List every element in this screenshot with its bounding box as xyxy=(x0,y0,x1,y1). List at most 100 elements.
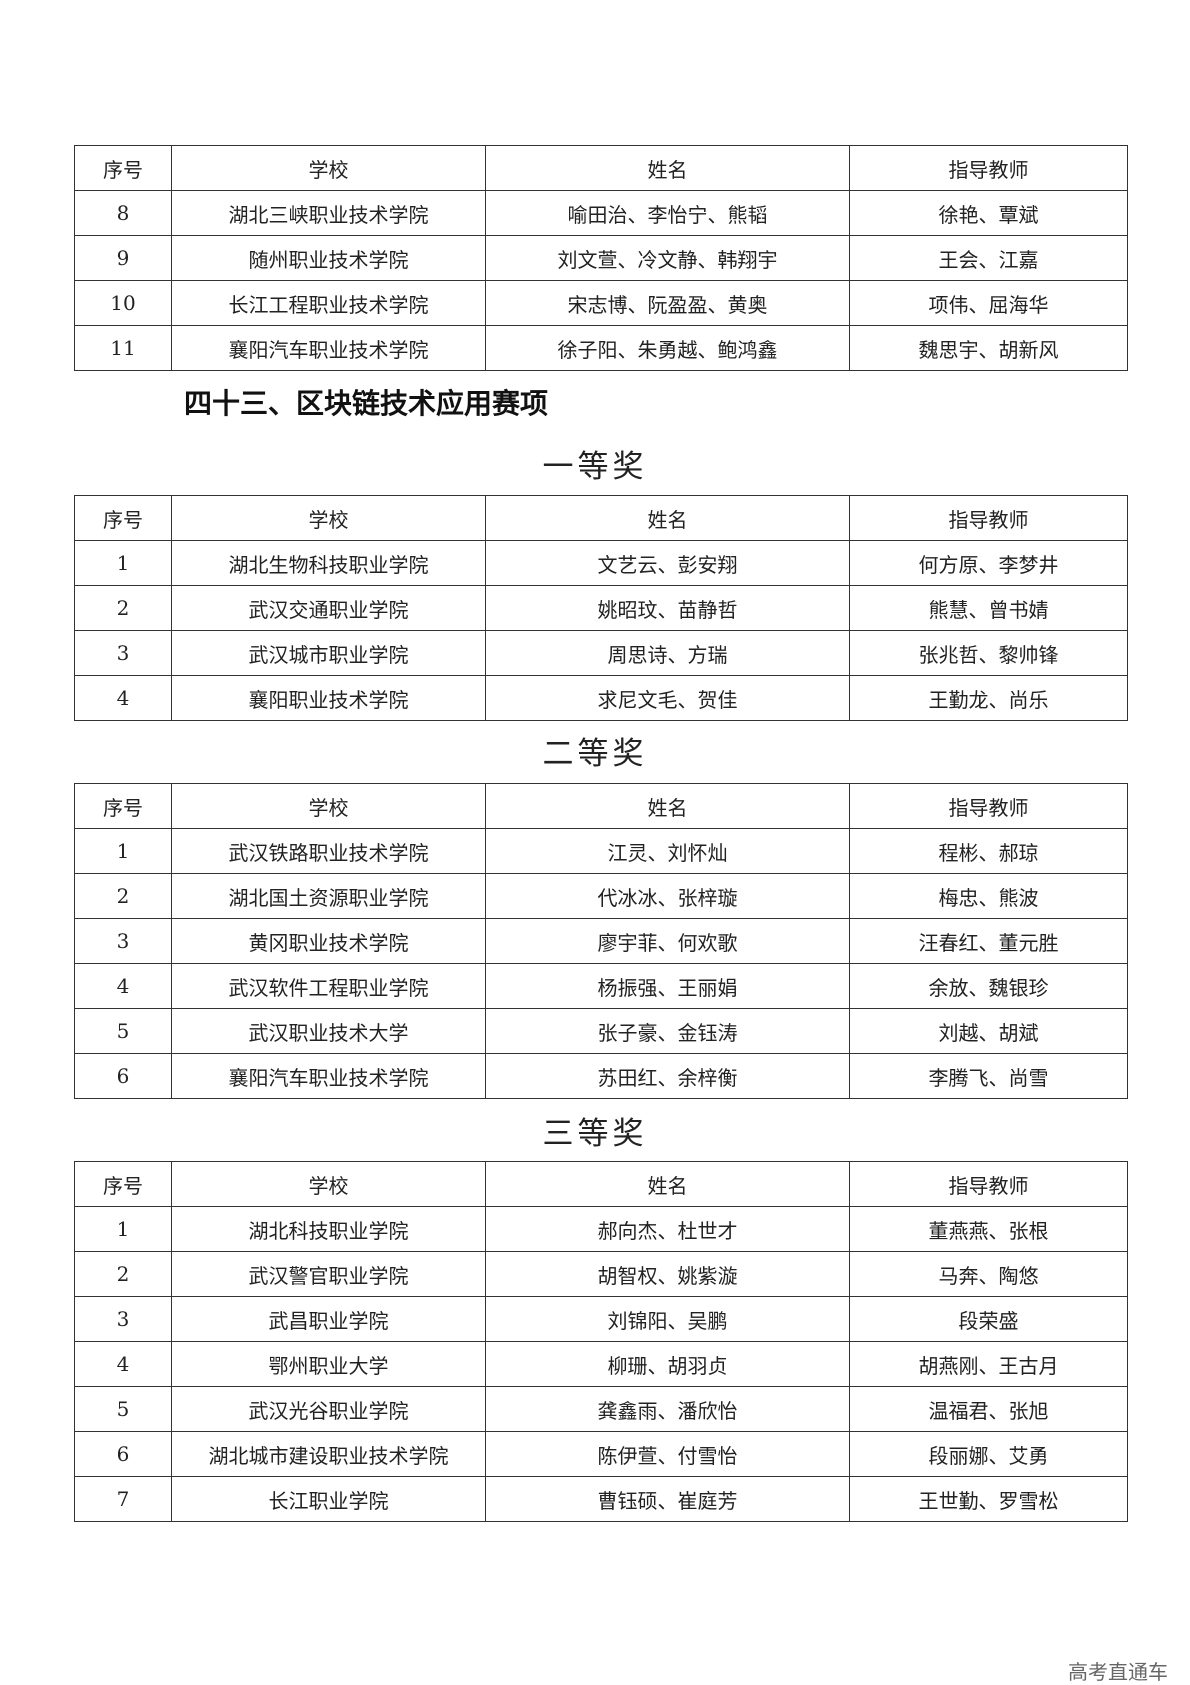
cell-advisors: 李腾飞、尚雪 xyxy=(849,1053,1128,1099)
cell-advisors: 项伟、屈海华 xyxy=(849,280,1128,326)
cell-index: 7 xyxy=(74,1476,172,1522)
cell-names: 郝向杰、杜世才 xyxy=(485,1206,850,1252)
watermark: 高考直通车 xyxy=(1068,1660,1168,1684)
header-cell-index: 序号 xyxy=(74,495,172,541)
cell-advisors: 段丽娜、艾勇 xyxy=(849,1431,1128,1477)
award-heading-second: 二等奖 xyxy=(542,736,648,772)
cell-names: 柳珊、胡羽贞 xyxy=(485,1341,850,1387)
cell-advisors: 刘越、胡斌 xyxy=(849,1008,1128,1054)
header-cell-names: 姓名 xyxy=(485,145,850,191)
header-cell-names: 姓名 xyxy=(485,1161,850,1207)
header-cell-index: 序号 xyxy=(74,145,172,191)
table-row: 5 武汉光谷职业学院 龚鑫雨、潘欣怡 温福君、张旭 xyxy=(74,1386,1128,1432)
table-row: 2 武汉警官职业学院 胡智权、姚紫漩 马奔、陶悠 xyxy=(74,1251,1128,1297)
table-continued: 序号 学校 姓名 指导教师 8 湖北三峡职业技术学院 喻田治、李怡宁、熊韬 徐艳、覃斌 9 随州职… xyxy=(74,145,1128,371)
table-third-prize: 序号 学校 姓名 指导教师 1 湖北科技职业学院 郝向杰、杜世才 董燕燕、张根 2 武汉警官职业学… xyxy=(74,1161,1128,1522)
header-cell-index: 序号 xyxy=(74,783,172,829)
cell-index: 5 xyxy=(74,1386,172,1432)
cell-school: 武汉职业技术大学 xyxy=(171,1008,486,1054)
cell-index: 6 xyxy=(74,1431,172,1477)
cell-names: 刘文萱、冷文静、韩翔宇 xyxy=(485,235,850,281)
table-row: 6 襄阳汽车职业技术学院 苏田红、余梓衡 李腾飞、尚雪 xyxy=(74,1053,1128,1099)
table-row: 3 武昌职业学院 刘锦阳、吴鹏 段荣盛 xyxy=(74,1296,1128,1342)
table-row: 1 湖北生物科技职业学院 文艺云、彭安翔 何方原、李梦井 xyxy=(74,540,1128,586)
award-heading-third: 三等奖 xyxy=(542,1116,648,1152)
cell-index: 5 xyxy=(74,1008,172,1054)
cell-names: 江灵、刘怀灿 xyxy=(485,828,850,874)
cell-advisors: 王世勤、罗雪松 xyxy=(849,1476,1128,1522)
header-cell-names: 姓名 xyxy=(485,783,850,829)
cell-school: 武汉城市职业学院 xyxy=(171,630,486,676)
cell-advisors: 王会、江嘉 xyxy=(849,235,1128,281)
table-first-prize: 序号 学校 姓名 指导教师 1 湖北生物科技职业学院 文艺云、彭安翔 何方原、李梦井 2 武汉交通… xyxy=(74,495,1128,721)
cell-school: 湖北国土资源职业学院 xyxy=(171,873,486,919)
table-row: 8 湖北三峡职业技术学院 喻田治、李怡宁、熊韬 徐艳、覃斌 xyxy=(74,190,1128,236)
header-row: 序号 学校 姓名 指导教师 xyxy=(74,1161,1128,1207)
cell-school: 湖北科技职业学院 xyxy=(171,1206,486,1252)
cell-advisors: 余放、魏银珍 xyxy=(849,963,1128,1009)
cell-school: 随州职业技术学院 xyxy=(171,235,486,281)
cell-names: 喻田治、李怡宁、熊韬 xyxy=(485,190,850,236)
table-row: 4 襄阳职业技术学院 求尼文毛、贺佳 王勤龙、尚乐 xyxy=(74,675,1128,721)
table-row: 5 武汉职业技术大学 张子豪、金钰涛 刘越、胡斌 xyxy=(74,1008,1128,1054)
cell-index: 1 xyxy=(74,828,172,874)
cell-advisors: 马奔、陶悠 xyxy=(849,1251,1128,1297)
cell-advisors: 梅忠、熊波 xyxy=(849,873,1128,919)
cell-school: 湖北城市建设职业技术学院 xyxy=(171,1431,486,1477)
cell-names: 杨振强、王丽娟 xyxy=(485,963,850,1009)
cell-school: 襄阳汽车职业技术学院 xyxy=(171,1053,486,1099)
cell-index: 4 xyxy=(74,1341,172,1387)
table-row: 4 武汉软件工程职业学院 杨振强、王丽娟 余放、魏银珍 xyxy=(74,963,1128,1009)
cell-names: 文艺云、彭安翔 xyxy=(485,540,850,586)
header-row: 序号 学校 姓名 指导教师 xyxy=(74,145,1128,191)
cell-advisors: 温福君、张旭 xyxy=(849,1386,1128,1432)
cell-advisors: 王勤龙、尚乐 xyxy=(849,675,1128,721)
cell-advisors: 董燕燕、张根 xyxy=(849,1206,1128,1252)
cell-names: 姚昭玟、苗静哲 xyxy=(485,585,850,631)
cell-names: 周思诗、方瑞 xyxy=(485,630,850,676)
cell-index: 2 xyxy=(74,585,172,631)
header-row: 序号 学校 姓名 指导教师 xyxy=(74,783,1128,829)
cell-names: 徐子阳、朱勇越、鲍鸿鑫 xyxy=(485,325,850,371)
cell-names: 苏田红、余梓衡 xyxy=(485,1053,850,1099)
cell-index: 3 xyxy=(74,630,172,676)
cell-names: 刘锦阳、吴鹏 xyxy=(485,1296,850,1342)
cell-school: 襄阳汽车职业技术学院 xyxy=(171,325,486,371)
header-cell-index: 序号 xyxy=(74,1161,172,1207)
table-row: 7 长江职业学院 曹钰硕、崔庭芳 王世勤、罗雪松 xyxy=(74,1476,1128,1522)
cell-school: 武汉光谷职业学院 xyxy=(171,1386,486,1432)
table-row: 3 武汉城市职业学院 周思诗、方瑞 张兆哲、黎帅锋 xyxy=(74,630,1128,676)
cell-index: 4 xyxy=(74,963,172,1009)
cell-school: 湖北三峡职业技术学院 xyxy=(171,190,486,236)
section-title: 四十三、区块链技术应用赛项 xyxy=(184,387,549,420)
header-cell-advisors: 指导教师 xyxy=(849,1161,1128,1207)
cell-index: 2 xyxy=(74,1251,172,1297)
table-row: 2 武汉交通职业学院 姚昭玟、苗静哲 熊慧、曾书婧 xyxy=(74,585,1128,631)
cell-school: 武汉铁路职业技术学院 xyxy=(171,828,486,874)
cell-index: 4 xyxy=(74,675,172,721)
cell-school: 黄冈职业技术学院 xyxy=(171,918,486,964)
cell-advisors: 胡燕刚、王古月 xyxy=(849,1341,1128,1387)
cell-index: 3 xyxy=(74,1296,172,1342)
table-row: 3 黄冈职业技术学院 廖宇菲、何欢歌 汪春红、董元胜 xyxy=(74,918,1128,964)
header-cell-advisors: 指导教师 xyxy=(849,495,1128,541)
header-cell-advisors: 指导教师 xyxy=(849,145,1128,191)
cell-school: 鄂州职业大学 xyxy=(171,1341,486,1387)
cell-school: 武昌职业学院 xyxy=(171,1296,486,1342)
table-row: 6 湖北城市建设职业技术学院 陈伊萱、付雪怡 段丽娜、艾勇 xyxy=(74,1431,1128,1477)
cell-index: 6 xyxy=(74,1053,172,1099)
cell-index: 2 xyxy=(74,873,172,919)
award-heading-first: 一等奖 xyxy=(542,449,648,485)
table-row: 4 鄂州职业大学 柳珊、胡羽贞 胡燕刚、王古月 xyxy=(74,1341,1128,1387)
header-cell-school: 学校 xyxy=(171,145,486,191)
cell-school: 武汉警官职业学院 xyxy=(171,1251,486,1297)
table-second-prize: 序号 学校 姓名 指导教师 1 武汉铁路职业技术学院 江灵、刘怀灿 程彬、郝琼 2 湖北国土资源职… xyxy=(74,783,1128,1099)
cell-advisors: 段荣盛 xyxy=(849,1296,1128,1342)
cell-index: 11 xyxy=(74,325,172,371)
cell-index: 1 xyxy=(74,1206,172,1252)
cell-advisors: 何方原、李梦井 xyxy=(849,540,1128,586)
cell-advisors: 程彬、郝琼 xyxy=(849,828,1128,874)
cell-index: 10 xyxy=(74,280,172,326)
cell-names: 宋志博、阮盈盈、黄奥 xyxy=(485,280,850,326)
table-row: 1 武汉铁路职业技术学院 江灵、刘怀灿 程彬、郝琼 xyxy=(74,828,1128,874)
